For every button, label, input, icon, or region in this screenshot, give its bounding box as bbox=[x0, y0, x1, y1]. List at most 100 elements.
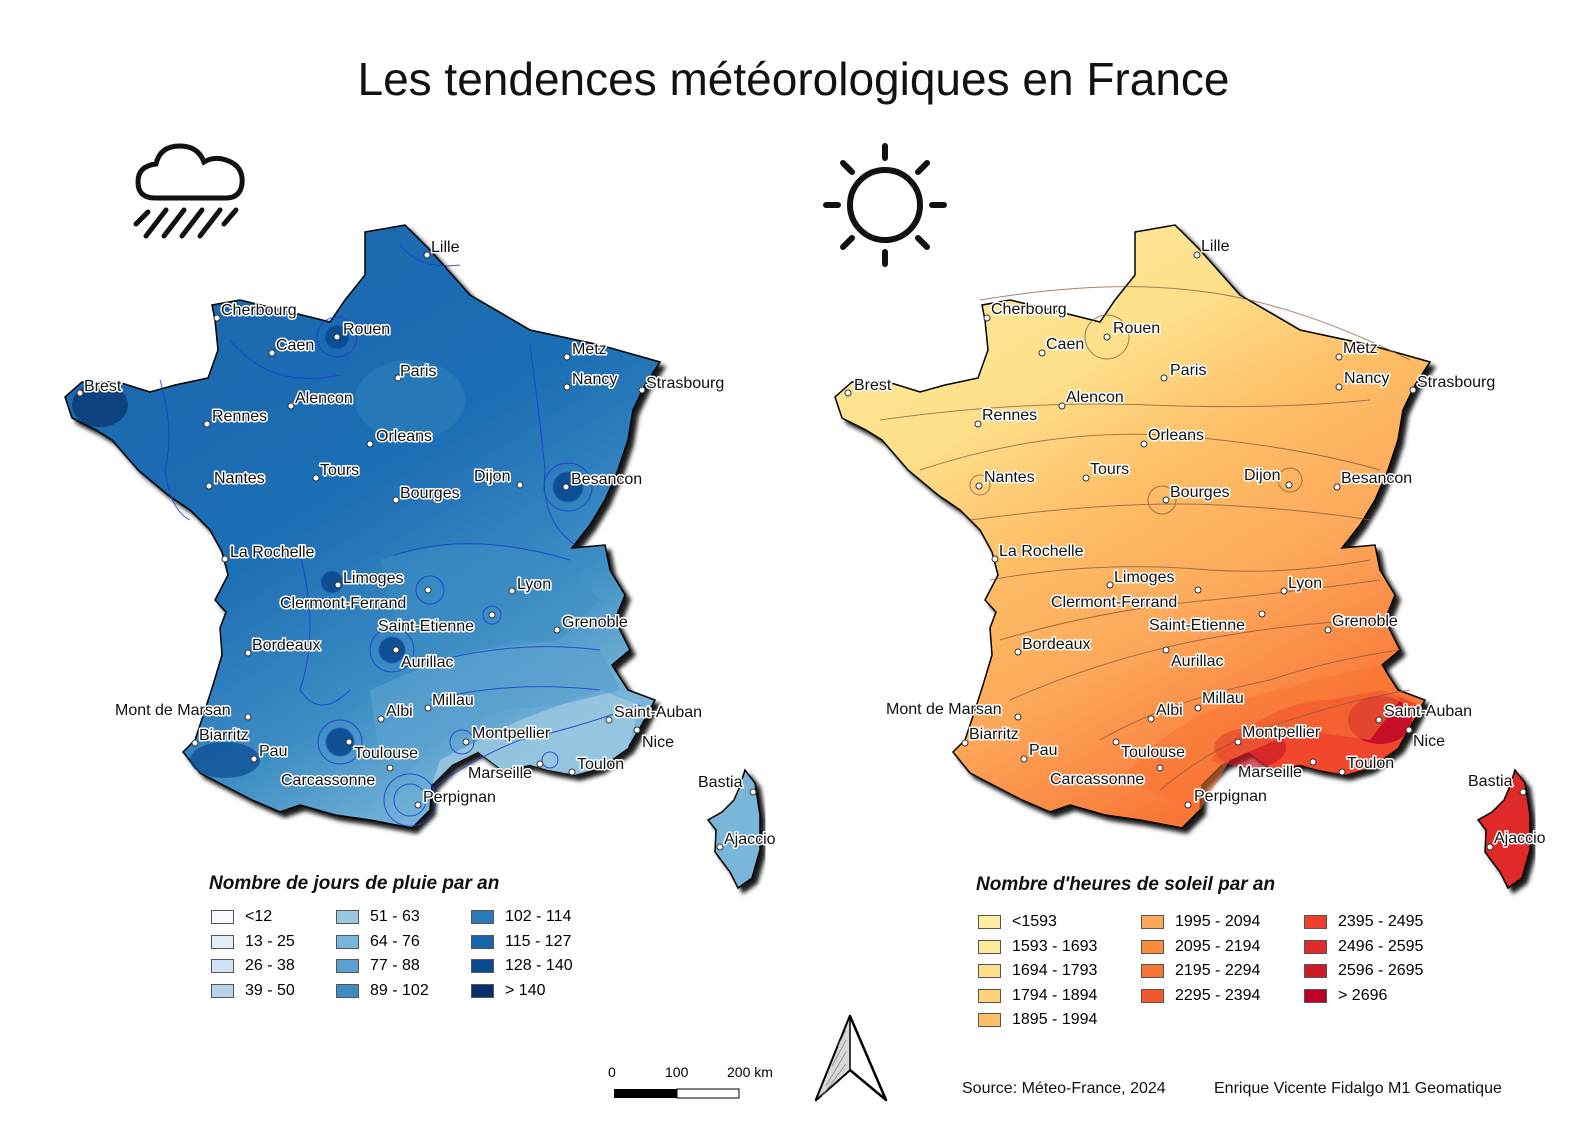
city-label: Besancon bbox=[1341, 470, 1412, 487]
legend-swatch bbox=[1304, 939, 1327, 954]
city-label: Dijon bbox=[474, 468, 510, 485]
city-label: Ajaccio bbox=[724, 831, 776, 848]
legend-label: 2395 - 2495 bbox=[1338, 913, 1424, 931]
city-label: Caen bbox=[1046, 336, 1084, 353]
rain-map-cities bbox=[76, 251, 757, 851]
legend-label: 51 - 63 bbox=[370, 908, 420, 926]
city-label: Strasbourg bbox=[1417, 374, 1495, 391]
city-label: Bordeaux bbox=[1022, 636, 1091, 653]
city-label: Saint-Etienne bbox=[378, 618, 474, 635]
city-label: Grenoble bbox=[1332, 613, 1398, 630]
legend-swatch bbox=[1304, 988, 1327, 1003]
city-label: Bordeaux bbox=[252, 637, 321, 654]
legend-item: 102 - 114 bbox=[471, 905, 591, 930]
legend-item: 128 - 140 bbox=[471, 954, 591, 979]
city-label: Nantes bbox=[984, 469, 1035, 486]
legend-label: 2596 - 2695 bbox=[1338, 962, 1424, 980]
city-label: Pau bbox=[1029, 742, 1057, 759]
legend-label: 89 - 102 bbox=[370, 981, 429, 999]
city-label: Millau bbox=[1202, 690, 1244, 707]
legend-swatch bbox=[471, 959, 494, 974]
legend-label: 2496 - 2595 bbox=[1338, 937, 1424, 955]
city-label: Montpellier bbox=[1242, 724, 1321, 741]
city-label: Toulon bbox=[1347, 755, 1394, 772]
legend-item: 2395 - 2495 bbox=[1304, 910, 1444, 935]
city-label: Rouen bbox=[1113, 320, 1160, 337]
city-label: Metz bbox=[1343, 340, 1378, 357]
city-label: Alencon bbox=[295, 390, 353, 407]
legend-swatch bbox=[211, 983, 234, 998]
legend-swatch bbox=[1141, 915, 1164, 930]
legend-item: 2596 - 2695 bbox=[1304, 959, 1444, 984]
legend-label: <12 bbox=[245, 908, 273, 926]
scale-tick-200: 200 km bbox=[727, 1064, 773, 1080]
legend-label: > 140 bbox=[505, 981, 546, 999]
legend-swatch bbox=[1141, 964, 1164, 979]
scale-tick-100: 100 bbox=[665, 1064, 689, 1080]
city-label: Albi bbox=[386, 703, 413, 720]
city-label: Biarritz bbox=[199, 727, 249, 744]
legend-item: 1794 - 1894 bbox=[978, 984, 1141, 1009]
city-label: Cherbourg bbox=[221, 302, 297, 319]
city-label: Metz bbox=[572, 341, 607, 358]
city-label: Toulouse bbox=[354, 745, 418, 762]
legend-item: <12 bbox=[211, 905, 336, 930]
city-label: Clermont-Ferrand bbox=[1051, 594, 1177, 611]
city-label: Saint-Auban bbox=[1384, 703, 1472, 720]
city-label: Mont de Marsan bbox=[115, 702, 231, 719]
legend-label: 2095 - 2194 bbox=[1175, 937, 1261, 955]
city-label: Aurillac bbox=[401, 654, 453, 671]
city-label: Nancy bbox=[1344, 370, 1389, 387]
city-label: Brest bbox=[854, 377, 892, 394]
legend-label: 39 - 50 bbox=[245, 981, 295, 999]
city-label: Nice bbox=[1413, 733, 1445, 750]
legend-label: > 2696 bbox=[1338, 986, 1388, 1004]
city-label: Saint-Etienne bbox=[1149, 617, 1245, 634]
city-label: Strasbourg bbox=[646, 375, 724, 392]
legend-swatch bbox=[1141, 988, 1164, 1003]
city-label: Lille bbox=[1201, 238, 1230, 255]
city-label: Ajaccio bbox=[1494, 830, 1546, 847]
city-label: Nice bbox=[642, 734, 674, 751]
legend-label: 64 - 76 bbox=[370, 932, 420, 950]
legend-label: 1895 - 1994 bbox=[1012, 1011, 1098, 1029]
city-label: Marseille bbox=[468, 765, 532, 782]
city-label: Rouen bbox=[343, 321, 390, 338]
legend-label: 1694 - 1793 bbox=[1012, 962, 1098, 980]
rain-cloud-icon bbox=[133, 143, 245, 239]
legend-item: 77 - 88 bbox=[336, 954, 471, 979]
city-label: Nantes bbox=[214, 470, 265, 487]
legend-swatch bbox=[211, 934, 234, 949]
city-label: Rennes bbox=[982, 407, 1037, 424]
city-label: Nancy bbox=[572, 371, 617, 388]
city-label: Paris bbox=[1170, 362, 1206, 379]
city-label: Bourges bbox=[1170, 484, 1230, 501]
legend-swatch bbox=[336, 910, 359, 925]
sun-map bbox=[834, 224, 1531, 889]
sun-legend-title: Nombre d'heures de soleil par an bbox=[976, 874, 1276, 895]
map-title: Les tendences météorologiques en France bbox=[357, 53, 1230, 105]
city-label: Toulouse bbox=[1121, 744, 1185, 761]
city-label: Biarritz bbox=[969, 726, 1019, 743]
rain-legend-title: Nombre de jours de pluie par an bbox=[209, 873, 500, 894]
legend-swatch bbox=[978, 939, 1001, 954]
legend-label: 1593 - 1693 bbox=[1012, 937, 1098, 955]
legend-swatch bbox=[978, 915, 1001, 930]
legend-swatch bbox=[336, 959, 359, 974]
legend-swatch bbox=[978, 1013, 1001, 1028]
legend-item: 115 - 127 bbox=[471, 930, 591, 955]
legend-swatch bbox=[1304, 964, 1327, 979]
legend-label: 102 - 114 bbox=[505, 908, 572, 926]
legend-swatch bbox=[211, 910, 234, 925]
city-label: Cherbourg bbox=[991, 301, 1067, 318]
city-label: Tours bbox=[1090, 461, 1129, 478]
city-label: Saint-Auban bbox=[614, 704, 702, 721]
legend-item: 2095 - 2194 bbox=[1141, 935, 1304, 960]
legend-swatch bbox=[978, 964, 1001, 979]
author-credit: Enrique Vicente Fidalgo M1 Geomatique bbox=[1214, 1080, 1502, 1097]
legend-item: 89 - 102 bbox=[336, 979, 471, 1004]
legend-label: 26 - 38 bbox=[245, 957, 295, 975]
city-label: Bastia bbox=[698, 774, 743, 791]
legend-item: 1694 - 1793 bbox=[978, 959, 1141, 984]
city-label: Aurillac bbox=[1171, 653, 1223, 670]
